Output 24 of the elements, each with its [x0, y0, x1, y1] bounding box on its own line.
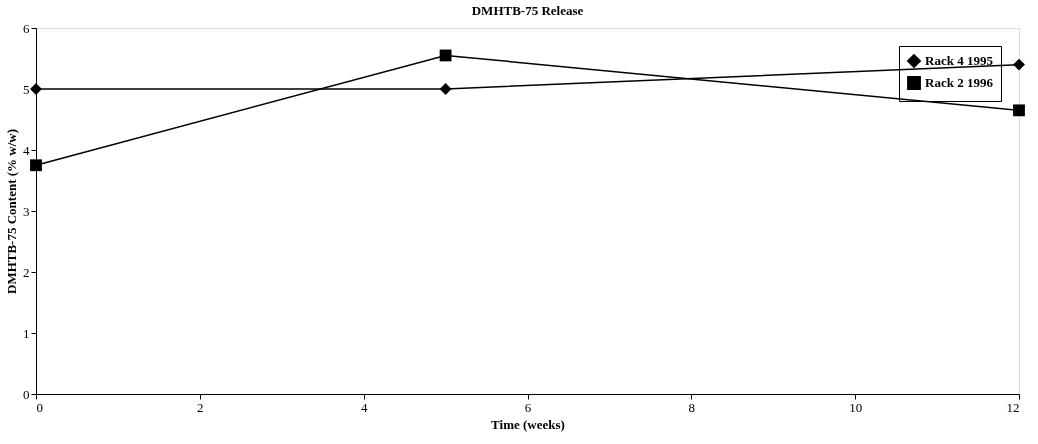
y-tick-label: 6 [23, 20, 30, 36]
point [30, 159, 42, 172]
y-tick-label: 1 [23, 325, 30, 341]
y-tick-label: 5 [23, 81, 30, 97]
x-tick-label: 12 [1006, 399, 1020, 415]
x-tick-label: 6 [524, 399, 532, 415]
y-tick-label: 4 [23, 142, 30, 158]
x-tick-label: 10 [849, 399, 863, 415]
y-tick-label: 2 [23, 264, 30, 280]
y-tick-label: 0 [23, 386, 30, 402]
x-axis-title: Time (weeks) [491, 416, 565, 432]
legend-label: Rack 2 1996 [925, 75, 994, 90]
x-tick-label: 4 [360, 399, 368, 415]
point [1013, 104, 1025, 117]
x-tick-label: 2 [197, 399, 204, 415]
y-axis-title: DMHTB-75 Content (% w/w) [4, 128, 19, 295]
point [30, 83, 42, 95]
y-tick-label: 3 [23, 203, 30, 219]
point [439, 83, 452, 95]
legend-label: Rack 4 1995 [925, 53, 994, 68]
point [1013, 58, 1025, 71]
x-tick-label: 0 [36, 399, 43, 415]
x-tick-label: 8 [688, 399, 696, 415]
chart-title: DMHTB-75 Release [471, 3, 584, 18]
